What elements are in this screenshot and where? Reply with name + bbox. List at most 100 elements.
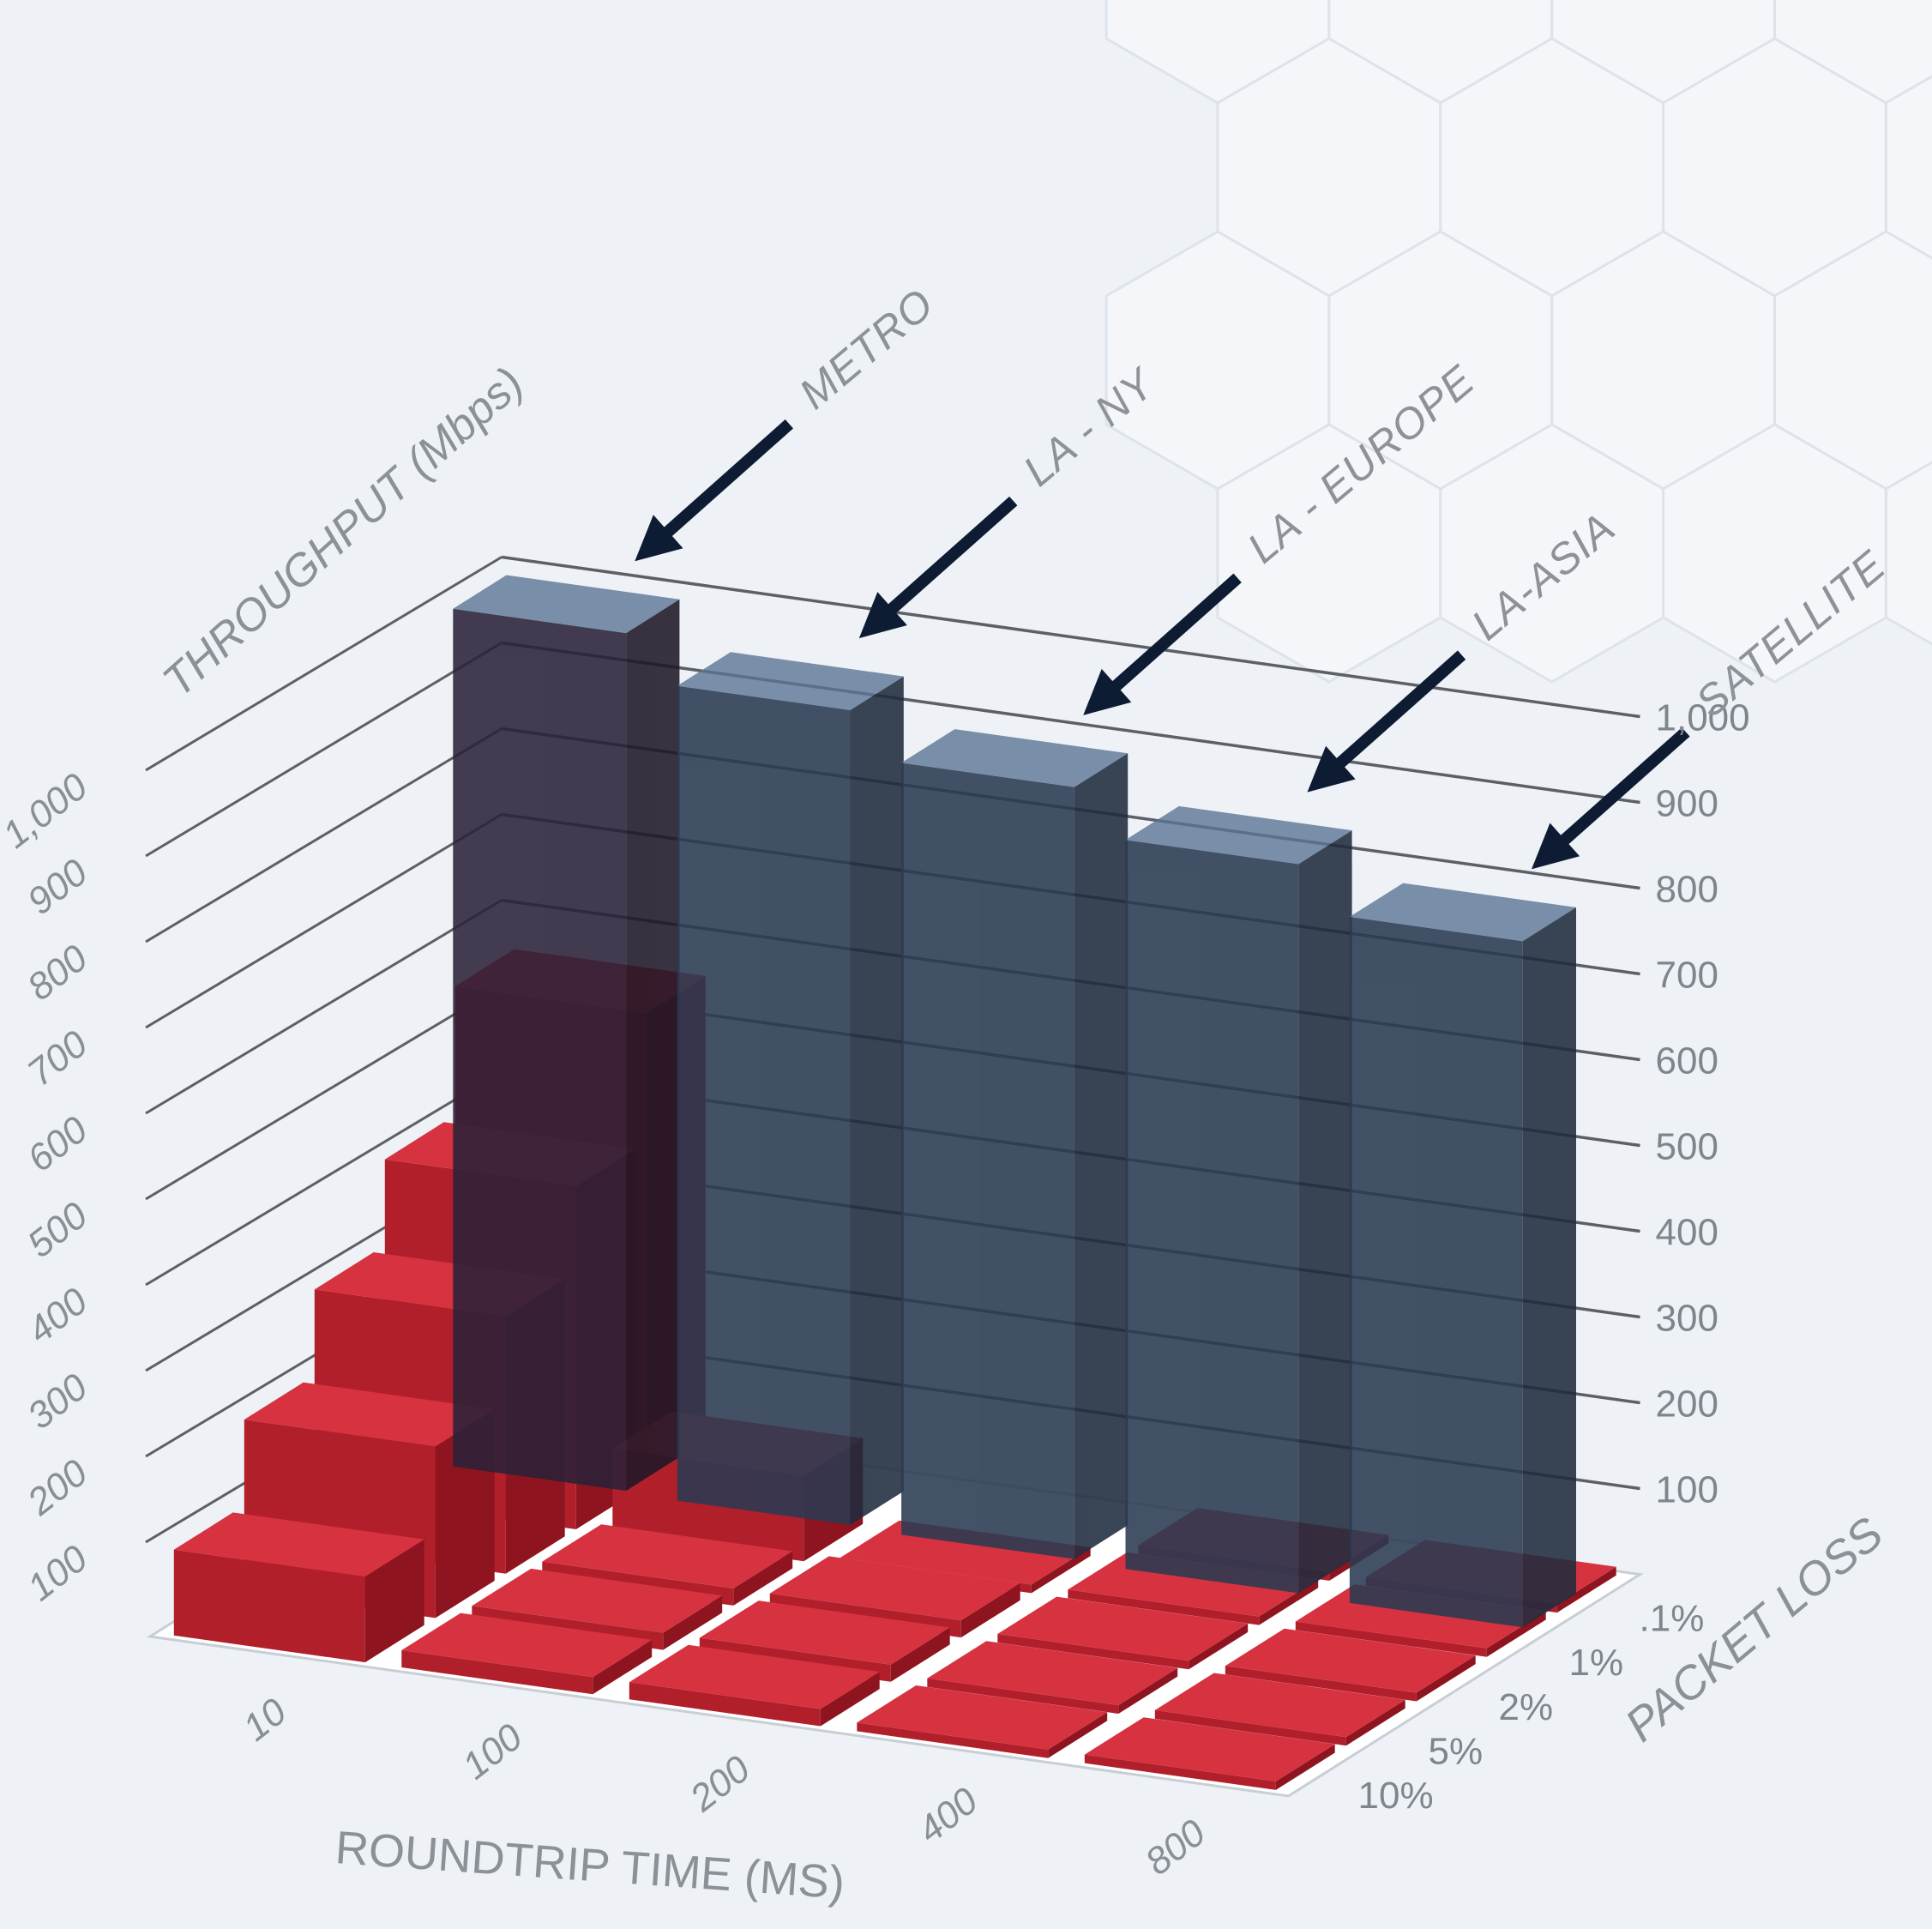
bar-front-face <box>1154 1709 1346 1746</box>
red-bar <box>629 1644 880 1727</box>
bar-side-face <box>1118 1667 1178 1714</box>
red-bar <box>173 1512 424 1663</box>
bar-top-face <box>769 1556 1020 1621</box>
bar-side-face <box>960 1582 1020 1638</box>
z-tick-label-right: 800 <box>1656 869 1718 911</box>
bar-side-face <box>1189 1623 1249 1670</box>
bar-front-face <box>857 1722 1049 1758</box>
red-bar <box>401 1613 653 1695</box>
bar-top-face <box>401 1613 653 1678</box>
y-tick-label: 10% <box>1358 1775 1434 1817</box>
bar-side-face <box>1275 1744 1335 1790</box>
bar-front-face <box>997 1634 1189 1670</box>
ideal-throughput-bar <box>901 729 1129 1559</box>
back-wall-gridline <box>501 555 1640 719</box>
route-arrow-shaft <box>646 419 794 552</box>
route-label: METRO <box>790 280 942 419</box>
bar-front-face <box>401 1650 593 1695</box>
route-arrowhead <box>858 592 907 639</box>
red-bar <box>1084 1717 1335 1790</box>
bar-front-face <box>629 1682 821 1727</box>
bar-top-face <box>244 1382 495 1447</box>
x-tick-label: 200 <box>682 1747 758 1820</box>
y-tick-label: 1% <box>1569 1642 1624 1684</box>
ideal-throughput-bar <box>1349 883 1576 1628</box>
ideal-throughput-bar <box>453 575 680 1492</box>
left-wall-gridline <box>145 899 503 1115</box>
bar-side-face <box>1556 1566 1616 1613</box>
route-arrowhead <box>635 515 683 562</box>
bar-side-face <box>850 676 904 1525</box>
bar-side-face <box>1031 1547 1091 1594</box>
route-arrow-shaft <box>870 496 1018 630</box>
bar-side-face <box>663 1595 723 1650</box>
y-tick-label: .1% <box>1640 1597 1705 1639</box>
x-tick-label: 800 <box>1138 1811 1213 1884</box>
bar-side-face <box>1486 1611 1546 1657</box>
bar-front-face <box>927 1678 1119 1714</box>
bar-top-face <box>677 652 904 710</box>
bar-top-face <box>927 1641 1178 1705</box>
y-tick-label: 5% <box>1429 1730 1484 1772</box>
back-wall-gridline <box>501 641 1640 805</box>
bar-top-face <box>1349 883 1576 942</box>
route-arrow-shaft <box>1094 573 1242 707</box>
z-tick-label-left: 200 <box>19 1451 95 1524</box>
x-tick-label: 100 <box>454 1715 530 1787</box>
bar-front-face <box>1084 1754 1276 1790</box>
z-tick-label-right: 1,000 <box>1656 697 1750 739</box>
left-wall-gridline <box>145 556 503 772</box>
x-tick-label: 10 <box>235 1690 294 1749</box>
z-tick-label-left: 100 <box>20 1537 95 1609</box>
bar-top-face <box>1125 805 1352 865</box>
bar-front-face <box>1068 1589 1260 1625</box>
bar-side-face <box>364 1539 424 1663</box>
red-bar <box>997 1596 1249 1670</box>
y-tick-label: 2% <box>1499 1686 1554 1728</box>
bar-side-face <box>733 1551 793 1606</box>
bar-front-face <box>453 608 627 1492</box>
bar-side-face <box>1345 1699 1405 1746</box>
bar-front-face <box>173 1549 365 1663</box>
bar-side-face <box>1416 1655 1476 1702</box>
z-tick-label-right: 100 <box>1656 1469 1718 1511</box>
ideal-throughput-bar <box>677 652 904 1525</box>
bar-side-face <box>626 599 680 1492</box>
bar-top-face <box>542 1524 793 1588</box>
bar-side-face <box>1074 753 1129 1559</box>
left-wall-gridline <box>145 985 503 1201</box>
x-tick-label: 400 <box>910 1780 985 1852</box>
bar-top-face <box>699 1600 950 1665</box>
bar-side-face <box>1259 1579 1319 1625</box>
ideal-throughput-bar <box>1125 805 1352 1594</box>
red-bar <box>857 1685 1108 1758</box>
z-tick-label-left: 500 <box>20 1194 95 1266</box>
bar-top-face <box>857 1685 1108 1750</box>
bar-top-face <box>997 1596 1249 1661</box>
x-axis-title: ROUNDTRIP TIME (MS) <box>334 1822 846 1908</box>
hex-cell <box>1884 461 1932 646</box>
bar-front-face <box>1225 1666 1417 1702</box>
bar-top-face <box>1154 1673 1405 1738</box>
z-tick-label-left: 700 <box>20 1022 95 1094</box>
bar-top-face <box>1084 1717 1335 1781</box>
z-tick-label-left: 400 <box>20 1280 95 1352</box>
route-arrow-shaft <box>1318 650 1466 783</box>
bar-top-face <box>472 1568 723 1633</box>
background-hex-pattern <box>1104 0 1932 684</box>
bar-side-face <box>1298 830 1352 1594</box>
bar-front-face <box>1349 916 1523 1628</box>
route-arrow-shaft <box>1543 727 1690 860</box>
z-tick-label-right: 600 <box>1656 1040 1718 1082</box>
bar-front-face <box>1295 1621 1487 1657</box>
left-wall-gridline <box>145 813 503 1029</box>
bar-top-face <box>901 729 1129 787</box>
route-arrowhead <box>1532 823 1580 870</box>
bars <box>173 575 1616 1790</box>
z-tick-label-right: 900 <box>1656 783 1718 825</box>
z-tick-label-left: 300 <box>20 1365 95 1438</box>
bar-top-face <box>173 1512 424 1577</box>
red-bar <box>1154 1673 1405 1746</box>
